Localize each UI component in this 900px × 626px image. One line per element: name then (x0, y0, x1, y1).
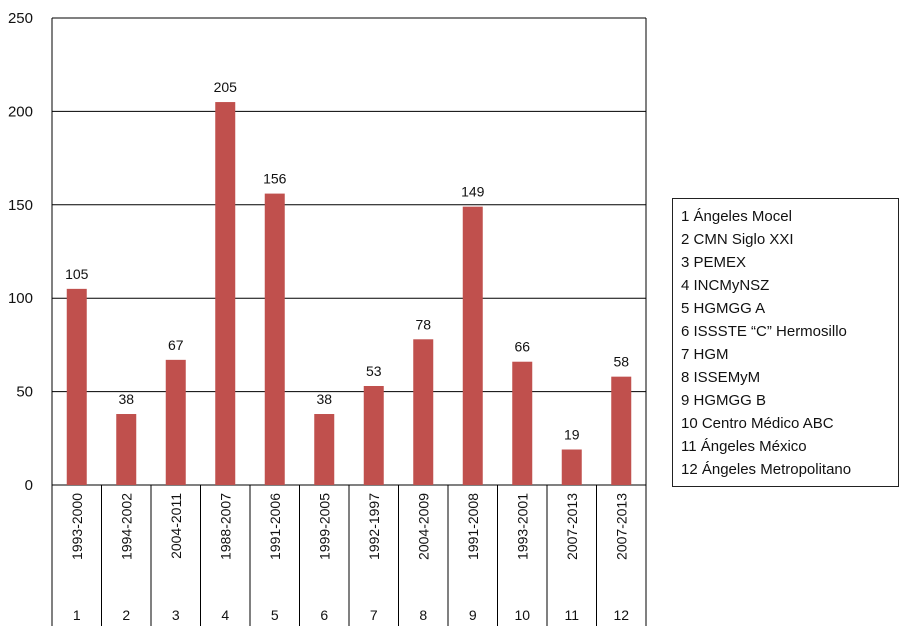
bar (215, 102, 236, 485)
bar (462, 206, 483, 485)
period-label: 1993-2000 (69, 493, 85, 560)
y-tick-label: 100 (8, 290, 33, 307)
data-label: 67 (168, 337, 184, 353)
legend-item: 3 PEMEX (681, 254, 747, 271)
period-label: 2007-2013 (613, 493, 629, 560)
y-tick-label: 250 (8, 10, 33, 27)
data-label: 53 (366, 363, 382, 379)
bar (116, 414, 137, 485)
y-tick-label: 50 (16, 384, 33, 401)
category-number: 7 (370, 607, 378, 623)
bar (561, 449, 582, 485)
legend-item: 12 Ángeles Metropolitano (681, 461, 852, 478)
period-label: 1991-2008 (465, 493, 481, 560)
legend-item: 6 ISSSTE “C” Hermosillo (681, 323, 847, 340)
legend-item: 1 Ángeles Mocel (681, 208, 792, 225)
bar (66, 288, 87, 485)
data-label: 38 (118, 391, 134, 407)
period-label: 2004-2011 (168, 493, 184, 559)
legend-item: 7 HGM (681, 346, 729, 363)
bar (611, 376, 632, 485)
category-number: 6 (320, 607, 328, 623)
period-label: 1991-2006 (267, 493, 283, 560)
period-label: 2004-2009 (415, 493, 431, 560)
category-number: 5 (271, 607, 279, 623)
category-number: 8 (419, 607, 427, 623)
legend: 1 Ángeles Mocel 2 CMN Siglo XXI 3 PEMEX 4 I… (672, 198, 899, 487)
y-tick-label: 200 (8, 103, 33, 120)
bar (264, 193, 285, 486)
data-label: 19 (564, 427, 580, 443)
bar (314, 414, 335, 485)
category-number: 2 (122, 607, 130, 623)
bar (363, 385, 384, 485)
gridlines (51, 17, 647, 626)
data-label: 205 (214, 79, 238, 95)
data-label: 38 (316, 391, 332, 407)
period-label: 1999-2005 (316, 493, 332, 560)
category-number: 10 (514, 607, 530, 623)
bars (66, 102, 632, 486)
y-tick-label: 0 (25, 477, 33, 494)
legend-item: 10 Centro Médico ABC (681, 415, 834, 432)
data-label: 149 (461, 184, 485, 200)
bar (165, 359, 186, 485)
category-number: 9 (469, 607, 477, 623)
y-tick-label: 150 (8, 197, 33, 214)
category-number: 11 (564, 607, 579, 623)
data-label: 105 (65, 266, 89, 282)
legend-item: 8 ISSEMyM (681, 369, 761, 386)
period-label: 1992-1997 (366, 493, 382, 560)
data-label: 78 (415, 316, 431, 332)
data-labels: 105 38 67 205 156 38 53 78 149 66 19 58 (65, 79, 629, 442)
category-table: 1993-2000 1994-2002 2004-2011 1988-2007 1991… (69, 485, 629, 626)
bar (512, 361, 533, 485)
category-number: 1 (73, 607, 81, 623)
category-number: 12 (613, 607, 629, 623)
period-label: 1993-2001 (514, 493, 530, 560)
bar (413, 339, 434, 485)
legend-item: 4 INCMyNSZ (681, 277, 770, 294)
period-label: 1988-2007 (217, 493, 233, 560)
category-number: 4 (221, 607, 229, 623)
legend-item: 9 HGMGG B (681, 392, 767, 409)
data-label: 58 (613, 354, 629, 370)
period-label: 2007-2013 (564, 493, 580, 560)
data-label: 156 (263, 171, 287, 187)
category-number: 3 (172, 607, 180, 623)
period-label: 1994-2002 (118, 493, 134, 560)
legend-item: 11 Ángeles México (681, 438, 807, 455)
legend-item: 2 CMN Siglo XXI (681, 231, 794, 248)
legend-item: 5 HGMGG A (681, 300, 766, 317)
data-label: 66 (514, 339, 530, 355)
y-tick-labels: 0 50 100 150 200 250 (8, 10, 33, 494)
